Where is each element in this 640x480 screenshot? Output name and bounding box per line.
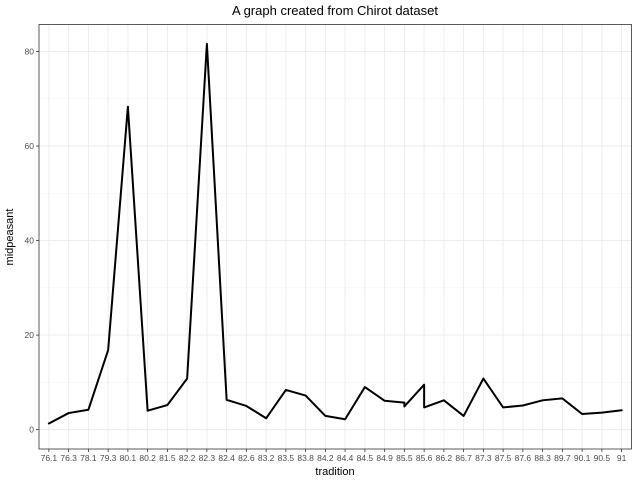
x-tick-label: 84.5 bbox=[357, 453, 374, 463]
x-axis-title: tradition bbox=[315, 466, 354, 478]
x-tick-label: 76.1 bbox=[41, 453, 58, 463]
x-tick-label: 83.5 bbox=[278, 453, 295, 463]
y-tick-label: 80 bbox=[25, 46, 35, 56]
y-tick-label: 20 bbox=[25, 330, 35, 340]
x-tick-label: 82.3 bbox=[199, 453, 216, 463]
x-tick-label: 87.5 bbox=[495, 453, 512, 463]
x-tick-label: 79.3 bbox=[100, 453, 117, 463]
x-tick-label: 83.2 bbox=[258, 453, 275, 463]
x-tick-label: 84.9 bbox=[376, 453, 393, 463]
x-tick-label: 89.7 bbox=[554, 453, 571, 463]
y-tick-label: 60 bbox=[25, 141, 35, 151]
x-tick-label: 88.3 bbox=[534, 453, 551, 463]
x-tick-label: 80.2 bbox=[139, 453, 156, 463]
chart-title: A graph created from Chirot dataset bbox=[232, 3, 438, 18]
x-tick-label: 76.3 bbox=[60, 453, 77, 463]
x-tick-label: 78.1 bbox=[80, 453, 97, 463]
x-tick-label: 81.5 bbox=[159, 453, 176, 463]
x-tick-label: 82.6 bbox=[238, 453, 255, 463]
x-tick-label: 87.3 bbox=[475, 453, 492, 463]
x-tick-label: 84.4 bbox=[337, 453, 354, 463]
x-tick-label: 87.6 bbox=[515, 453, 532, 463]
y-tick-label: 0 bbox=[29, 425, 34, 435]
x-tick-label: 86.2 bbox=[436, 453, 453, 463]
y-tick-label: 40 bbox=[25, 236, 35, 246]
x-tick-label: 85.5 bbox=[396, 453, 413, 463]
grid-lines bbox=[39, 24, 632, 449]
x-tick-label: 86.7 bbox=[455, 453, 472, 463]
x-tick-label: 82.4 bbox=[218, 453, 235, 463]
y-axis-title: midpeasant bbox=[4, 209, 16, 266]
x-tick-label: 90.5 bbox=[594, 453, 611, 463]
x-tick-label: 80.1 bbox=[120, 453, 137, 463]
plot-panel-border bbox=[38, 24, 632, 450]
x-tick-label: 91 bbox=[617, 453, 627, 463]
x-tick-label: 84.2 bbox=[317, 453, 334, 463]
x-tick-label: 85.6 bbox=[416, 453, 433, 463]
series-line bbox=[47, 42, 623, 425]
x-tick-label: 90.1 bbox=[574, 453, 591, 463]
x-tick-label: 83.8 bbox=[297, 453, 314, 463]
x-tick-label: 82.2 bbox=[179, 453, 196, 463]
series-layer bbox=[47, 42, 623, 425]
